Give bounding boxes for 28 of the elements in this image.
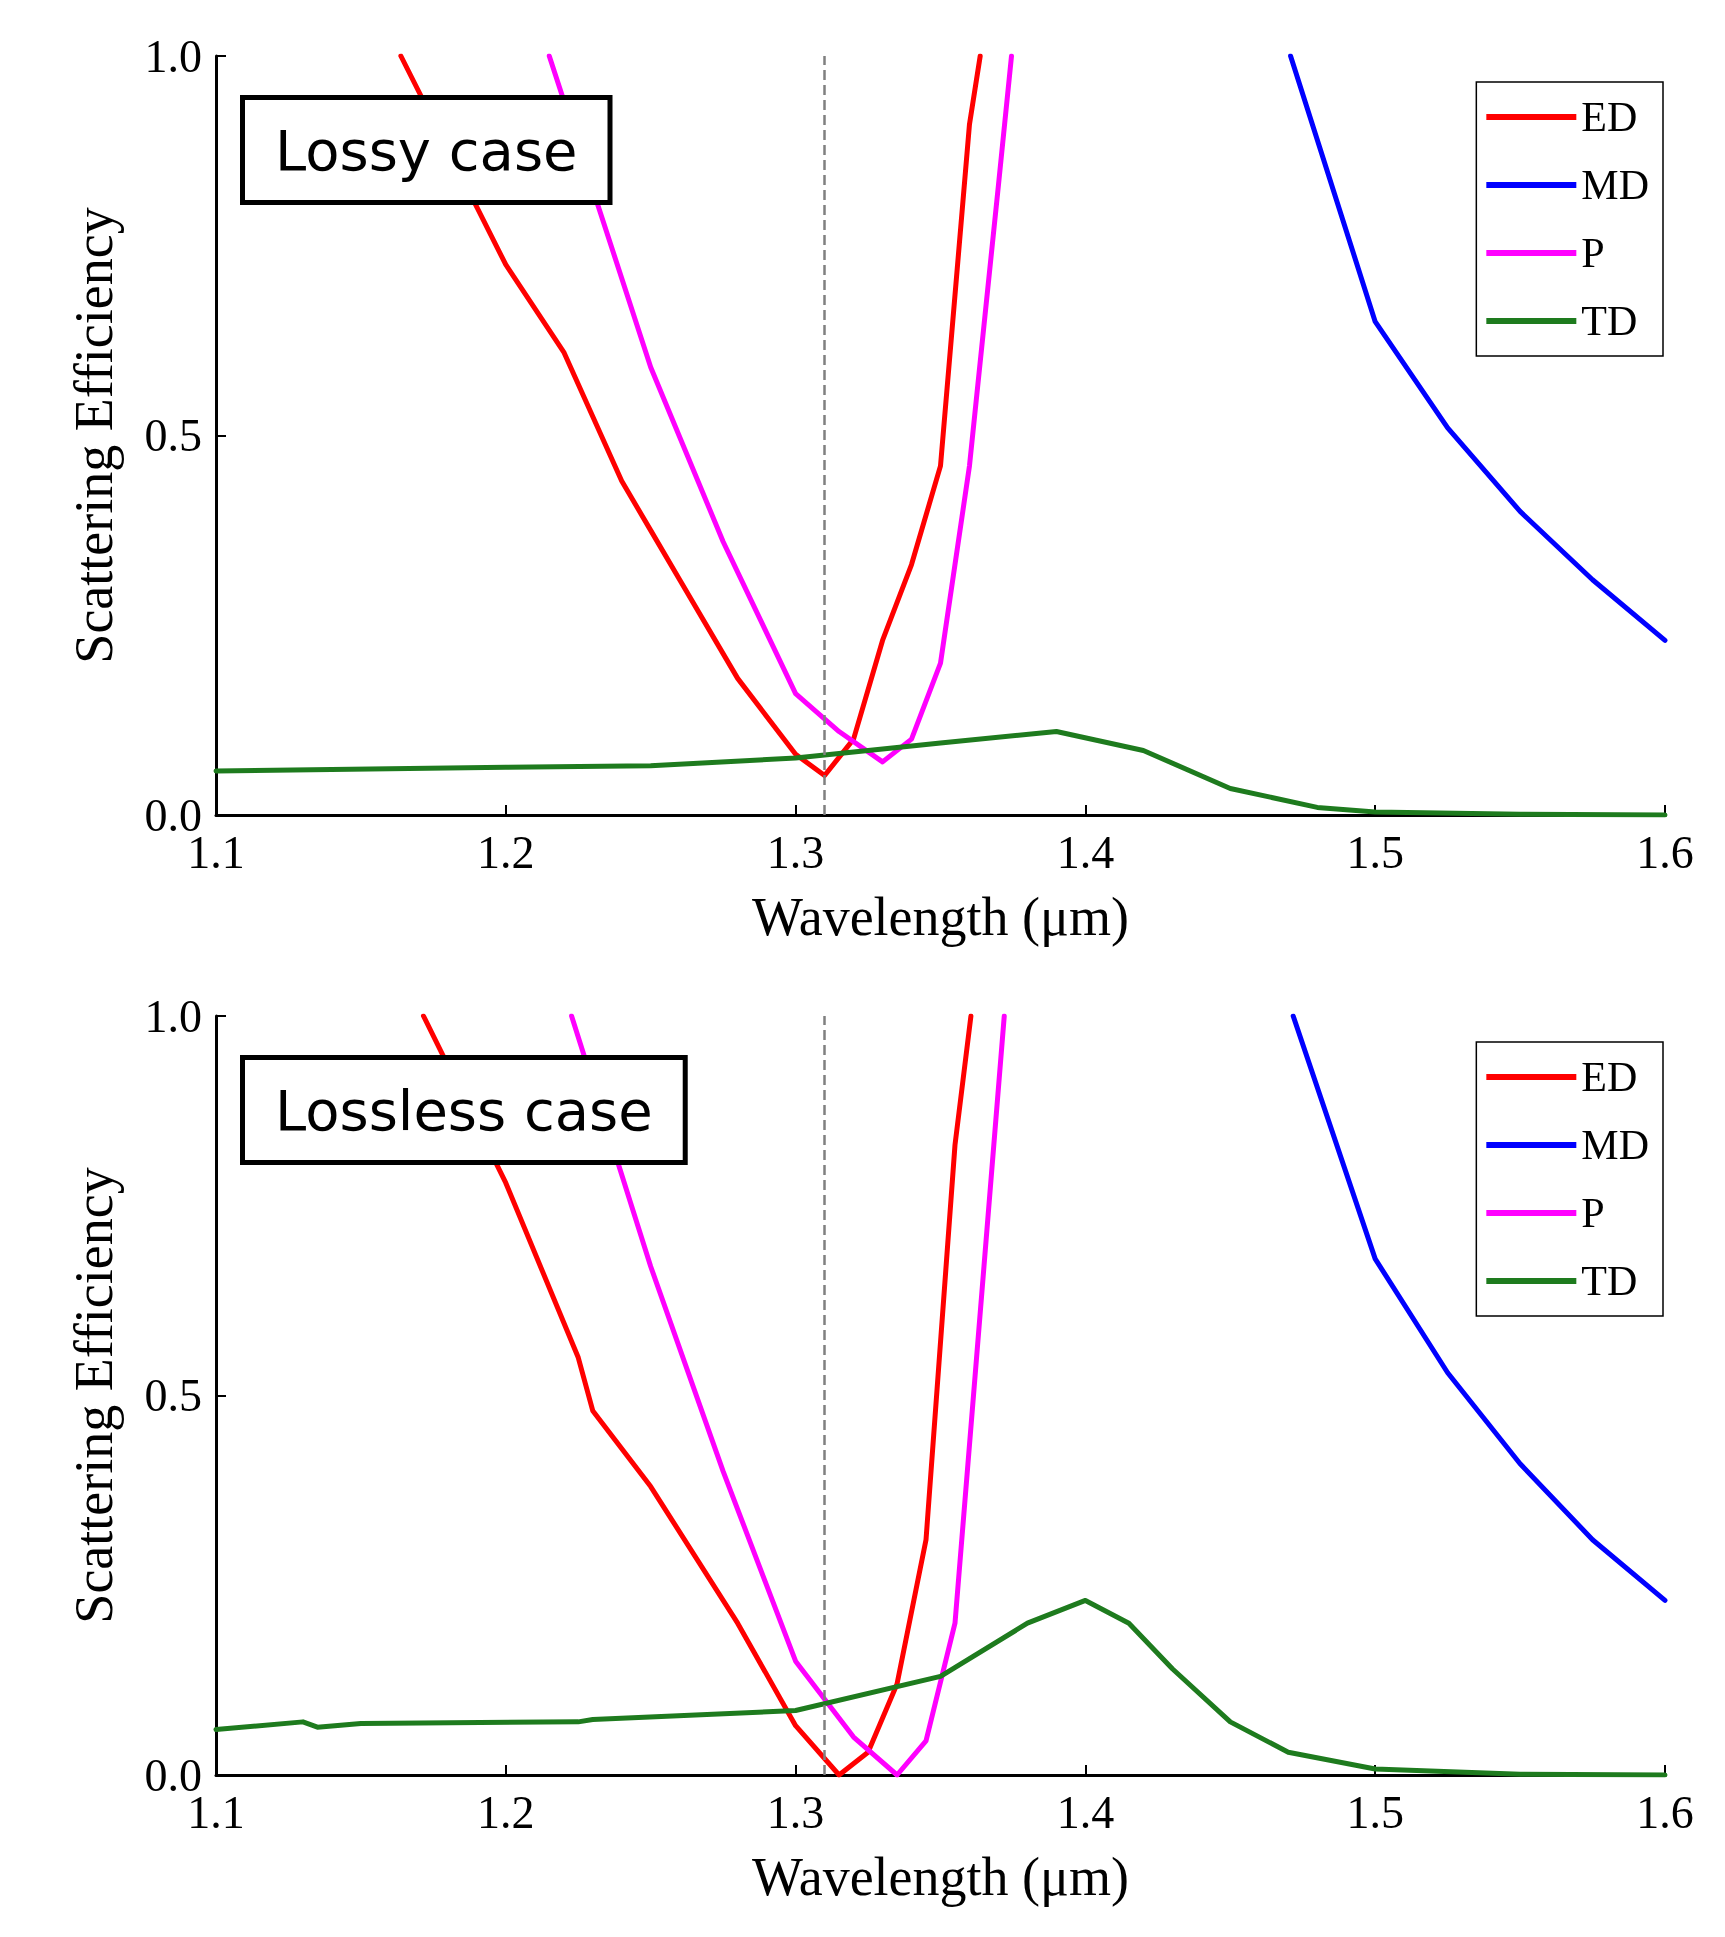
legend-label: TD — [1581, 298, 1638, 344]
legend-label: P — [1581, 230, 1605, 276]
annotation: Lossless case — [275, 1077, 653, 1143]
x-tick-label: 1.4 — [1056, 826, 1115, 878]
legend-label: ED — [1581, 1054, 1638, 1100]
y-tick-label: 1.0 — [144, 990, 202, 1042]
x-tick-label: 1.3 — [766, 826, 825, 878]
legend-label: TD — [1581, 1258, 1638, 1304]
x-tick-label: 1.5 — [1346, 826, 1404, 878]
x-tick-label: 1.2 — [477, 1786, 535, 1838]
x-tick-label: 1.6 — [1636, 826, 1694, 878]
y-tick-label: 0.5 — [144, 1370, 202, 1421]
legend-label: ED — [1581, 94, 1638, 140]
x-tick-label: 1.5 — [1346, 1786, 1404, 1838]
x-tick-label: 1.6 — [1636, 1786, 1694, 1838]
x-axis-title: Wavelength (μm) — [752, 1847, 1129, 1907]
annotation: Lossy case — [275, 117, 578, 183]
x-tick-label: 1.4 — [1056, 1786, 1115, 1838]
legend-label: P — [1581, 1190, 1605, 1236]
y-tick-label: 1.0 — [144, 30, 202, 82]
legend-label: MD — [1581, 1122, 1650, 1168]
y-tick-label: 0.5 — [144, 410, 202, 461]
y-axis-title: Scattering Efficiency — [64, 1167, 124, 1624]
y-axis-title: Scattering Efficiency — [64, 207, 124, 664]
x-tick-label: 1.3 — [766, 1786, 825, 1838]
x-axis-title: Wavelength (μm) — [752, 887, 1129, 947]
legend-label: MD — [1581, 162, 1650, 208]
x-tick-label: 1.2 — [477, 826, 535, 878]
